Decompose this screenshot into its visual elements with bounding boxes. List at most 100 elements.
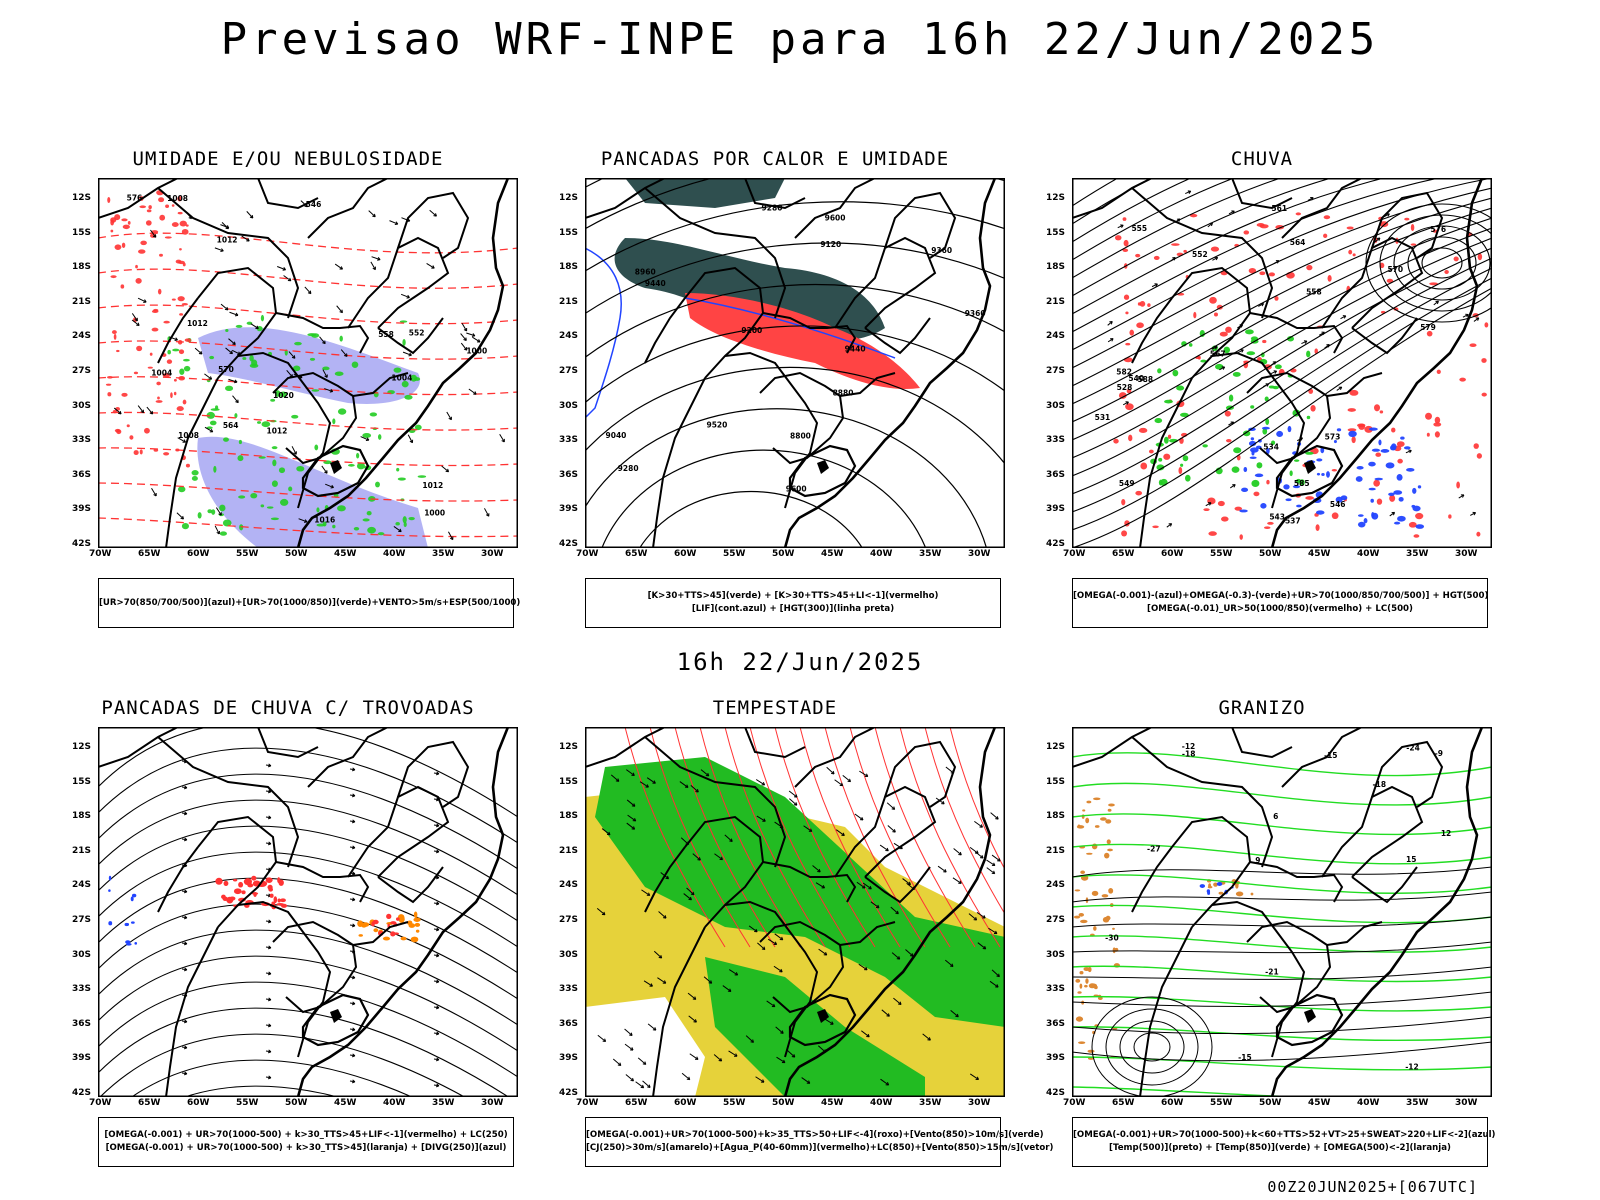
field-cell bbox=[1118, 392, 1127, 399]
wind-vector-head bbox=[406, 294, 410, 299]
field-cell bbox=[223, 437, 229, 442]
field-cell bbox=[386, 913, 392, 920]
field-cell bbox=[1094, 825, 1100, 828]
wind-vector-head bbox=[1214, 256, 1219, 261]
wind-vector bbox=[642, 1080, 651, 1088]
field-cell bbox=[1234, 506, 1243, 511]
lon-tick-label: 50W bbox=[772, 549, 795, 559]
wind-vector bbox=[340, 349, 348, 357]
field-cell bbox=[1379, 410, 1384, 414]
field-cell bbox=[127, 221, 131, 225]
map-fields: 1012100810041000101610201012100810041000… bbox=[97, 190, 519, 548]
field-cell bbox=[260, 314, 265, 322]
wind-vector bbox=[472, 336, 481, 343]
wind-vector-head bbox=[652, 1027, 657, 1031]
map-chuva[interactable]: 582 579 576 573 570 567 564 561 558 555 552 549 546 5… bbox=[1071, 94, 1519, 552]
field-cell bbox=[140, 240, 147, 246]
wind-vector bbox=[893, 842, 903, 850]
field-cell bbox=[1390, 445, 1396, 451]
field-cell bbox=[1374, 477, 1383, 481]
contour-label: 6 bbox=[1273, 812, 1278, 821]
wind-vector bbox=[986, 867, 996, 875]
map-granizo[interactable]: -9 -12 -15 -18 -21 -24 -27 -30 -12 -15 -18 12 15 9 6 bbox=[1071, 726, 1493, 1101]
field-cell bbox=[238, 881, 244, 888]
field-cell bbox=[1248, 267, 1257, 274]
wind-vector-head bbox=[183, 837, 188, 842]
lat-tick-label: 24S bbox=[559, 880, 579, 891]
wind-vector-head bbox=[435, 1083, 440, 1088]
wind-vector-head bbox=[649, 983, 653, 987]
field-cell bbox=[1285, 498, 1292, 502]
wind-vector bbox=[400, 293, 410, 299]
field-cell bbox=[1100, 817, 1107, 821]
contour-label: 585 bbox=[1294, 479, 1310, 488]
field-cell bbox=[393, 932, 399, 935]
wind-vector bbox=[991, 854, 1001, 862]
uruguay-border bbox=[1275, 444, 1344, 498]
wind-vector-head bbox=[1231, 210, 1235, 214]
lon-tick-label: 70W bbox=[89, 549, 112, 559]
field-cell bbox=[1349, 389, 1359, 396]
wind-vector-head bbox=[1109, 320, 1113, 325]
wind-vector bbox=[842, 774, 851, 783]
wind-vector-head bbox=[152, 234, 157, 238]
wind-vector-head bbox=[183, 941, 188, 946]
border-line bbox=[397, 740, 470, 808]
field-cell bbox=[372, 919, 379, 925]
wind-vector-head bbox=[868, 885, 872, 890]
field-cell bbox=[334, 371, 344, 376]
wind-vector-head bbox=[996, 973, 1000, 978]
lat-tick-label: 27S bbox=[72, 366, 92, 376]
wind-vector bbox=[643, 980, 653, 987]
field-cell bbox=[1085, 978, 1089, 984]
lat-tick-label: 18S bbox=[72, 811, 92, 822]
map-pancadas-calor[interactable]: 9600 9600 9520 9440 9360 9280 9200 9120 9040 8960… bbox=[334, 118, 1396, 609]
wind-vector bbox=[1170, 257, 1176, 262]
wind-vector-head bbox=[1275, 260, 1280, 264]
field-cell bbox=[1213, 882, 1218, 887]
wind-vector bbox=[336, 305, 343, 313]
field-cell bbox=[1336, 428, 1342, 432]
wind-vector-head bbox=[606, 831, 611, 836]
field-cell bbox=[1348, 249, 1353, 255]
wind-vector-head bbox=[351, 897, 356, 902]
border-line bbox=[352, 372, 409, 397]
border-line bbox=[1371, 740, 1444, 808]
map-pancadas-trovoadas[interactable] bbox=[97, 721, 519, 1200]
field-cell bbox=[1101, 894, 1109, 898]
wind-vector-head bbox=[463, 327, 468, 332]
contour-label: 1016 bbox=[314, 516, 335, 525]
wind-vector-head bbox=[773, 941, 778, 945]
wind-vector-head bbox=[1240, 349, 1244, 353]
wind-vector-head bbox=[1125, 401, 1129, 405]
map-umidade[interactable]: 1012 1008 1004 1000 1016 1020 1012 1008 1004 1000… bbox=[97, 177, 519, 552]
wind-vector bbox=[658, 911, 667, 919]
field-cell bbox=[170, 392, 173, 399]
wind-vector-head bbox=[601, 911, 606, 916]
field-cell bbox=[1180, 412, 1189, 417]
map-tempestade[interactable] bbox=[584, 726, 1051, 1101]
field-cell bbox=[241, 890, 246, 895]
contour-label: 9040 bbox=[606, 431, 627, 440]
contour-label: 1000 bbox=[424, 509, 445, 518]
map-frame bbox=[97, 177, 519, 549]
wind-vector bbox=[657, 977, 667, 984]
field-cell bbox=[1262, 428, 1268, 435]
hgt500-contour bbox=[1071, 197, 1493, 387]
wind-vector bbox=[724, 834, 733, 842]
field-cell bbox=[1123, 239, 1129, 247]
hgt500-contour bbox=[1071, 257, 1493, 495]
wind-vector-head bbox=[136, 322, 140, 327]
wind-vector bbox=[766, 1000, 776, 1008]
lon-tick-label: 45W bbox=[821, 549, 844, 559]
border-line bbox=[644, 846, 686, 913]
contour-label: 9520 bbox=[707, 421, 728, 430]
lon-tick-label: 70W bbox=[1063, 549, 1086, 559]
wind-vector bbox=[974, 820, 983, 828]
contour-label: 9280 bbox=[762, 204, 783, 213]
field-cell bbox=[1125, 342, 1131, 346]
streamline-250 bbox=[97, 851, 519, 948]
field-cell bbox=[375, 481, 380, 488]
field-cell bbox=[157, 288, 162, 295]
wind-vector-head bbox=[859, 816, 864, 821]
